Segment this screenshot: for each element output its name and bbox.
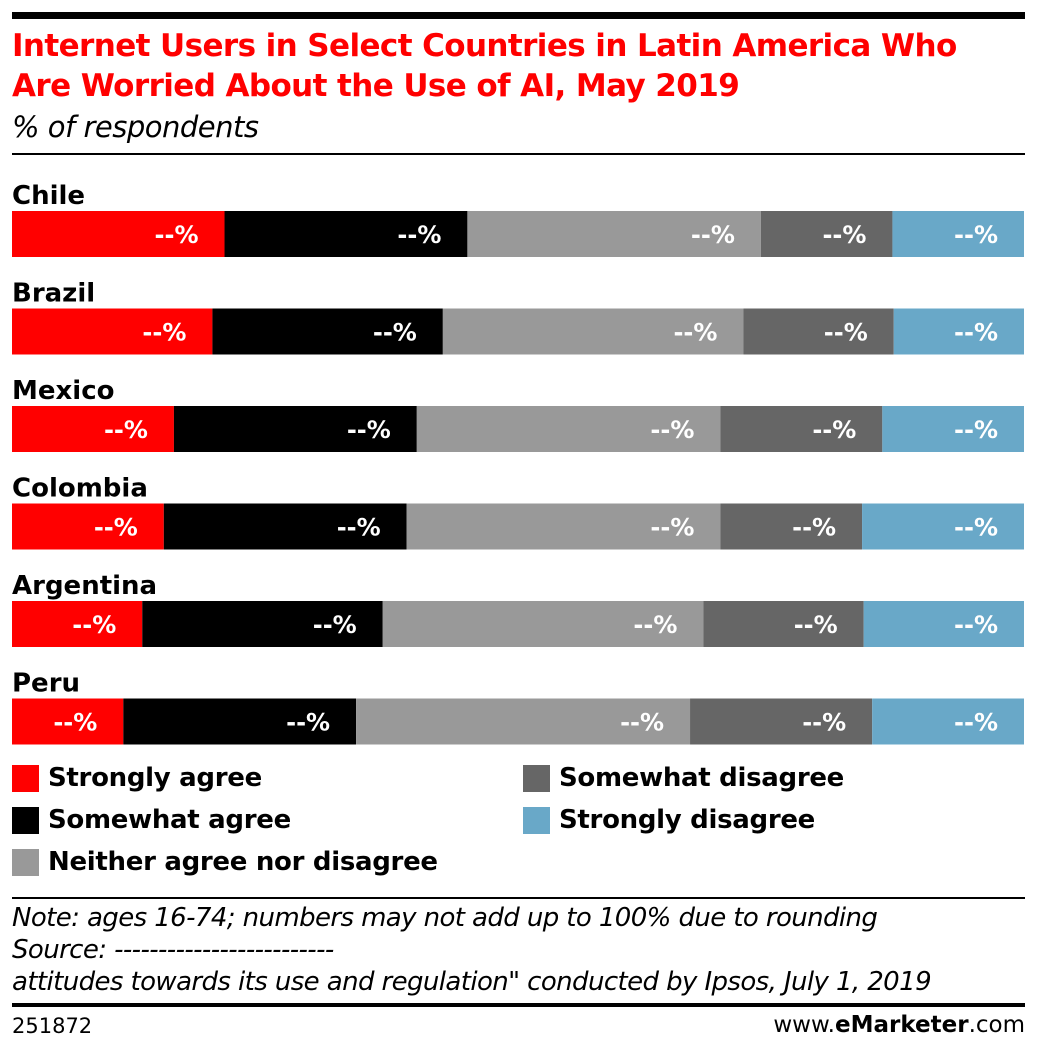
data-label: --% [954,709,998,737]
bar-segment [142,601,383,647]
notes: Note: ages 16-74; numbers may not add up… [12,902,1025,998]
category-label: Argentina [12,571,157,601]
bar-segment [212,308,443,355]
data-label: --% [650,514,694,542]
bar-segment [893,308,1024,355]
data-label: --% [633,611,677,639]
top-rule [12,12,1025,19]
bar-segment [760,211,893,257]
bar-segment [12,698,124,745]
data-label: --% [373,319,417,347]
category-label: Mexico [12,376,114,406]
brand-url: www.eMarketer.com [773,1012,1025,1038]
bar-segment [743,308,894,355]
brand-name: eMarketer [834,1012,969,1038]
note-text: Note: ages 16-74; numbers may not add up… [12,903,878,933]
category-label: Brazil [12,279,95,309]
legend-item: Strongly disagree [523,799,815,841]
data-label: --% [673,319,717,347]
legend-item: Somewhat agree [12,799,291,841]
source-text-continued: attitudes towards its use and regulation… [12,967,932,997]
source-text: Source: ------------------------- [12,935,334,965]
bar-segment [12,406,174,452]
legend-label: Strongly agree [48,763,262,793]
data-label: --% [72,611,116,639]
category-label: Peru [12,669,80,699]
bar-segment [12,601,143,647]
legend-label: Neither agree nor disagree [48,847,438,877]
data-label: --% [620,709,664,737]
data-label: --% [142,319,186,347]
bar-segment [863,601,1024,647]
bar-segment [12,211,225,257]
legend-swatch [12,764,39,792]
data-label: --% [53,709,97,737]
legend-item: Somewhat disagree [523,757,844,799]
notes-divider [12,897,1025,899]
footer-rule [12,1003,1025,1007]
data-label: --% [824,319,868,347]
bar-segment [224,211,468,257]
data-label: --% [794,611,838,639]
chart-subtitle: % of respondents [12,110,259,144]
stacked-bar-chart: Chile --% --% --% --% --% Brazil --% --% --% --% --… [12,181,1024,745]
bar-segment [382,601,704,647]
brand-prefix: www. [773,1012,835,1038]
data-label: --% [650,416,694,444]
data-label: --% [954,221,998,249]
bar-segment [882,406,1024,452]
legend-label: Strongly disagree [559,805,816,835]
bar-segment [12,503,164,550]
bar-segment [356,698,691,745]
legend-label: Somewhat agree [48,805,291,835]
chart-id: 251872 [12,1014,93,1038]
bar-segment [467,211,761,257]
data-label: --% [822,221,866,249]
data-label: --% [94,514,138,542]
chart-title: Internet Users in Select Countries in La… [12,28,957,104]
bar-segment [442,308,744,355]
bar-segment [720,503,863,550]
data-label: --% [286,709,330,737]
data-label: --% [954,611,998,639]
data-label: --% [347,416,391,444]
data-label: --% [313,611,357,639]
legend-item: Strongly agree [12,757,262,799]
bar-segment [406,503,721,550]
data-label: --% [104,416,148,444]
bar-segment [173,406,417,452]
data-label: --% [155,221,199,249]
legend-swatch [12,848,39,876]
bar-segment [862,503,1024,550]
bar-segment [416,406,721,452]
bar-segment [12,308,213,355]
bar-segment [123,698,357,745]
bar-segment [720,406,883,452]
bar-segment [872,698,1024,745]
bar-segment [703,601,864,647]
legend-swatch [523,806,550,834]
legend-swatch [12,806,39,834]
data-label: --% [954,416,998,444]
legend-swatch [523,764,550,792]
data-label: --% [397,221,441,249]
bar-segment [892,211,1024,257]
bar-segment [690,698,873,745]
data-label: --% [954,319,998,347]
category-label: Colombia [12,474,148,504]
data-label: --% [954,514,998,542]
header-divider [12,153,1025,155]
data-label: --% [812,416,856,444]
category-label: Chile [12,181,85,211]
data-label: --% [337,514,381,542]
legend-item: Neither agree nor disagree [12,841,438,883]
data-label: --% [691,221,735,249]
legend-label: Somewhat disagree [559,763,845,793]
bar-segment [163,503,407,550]
brand-suffix: .com [968,1012,1025,1038]
data-label: --% [792,514,836,542]
data-label: --% [802,709,846,737]
